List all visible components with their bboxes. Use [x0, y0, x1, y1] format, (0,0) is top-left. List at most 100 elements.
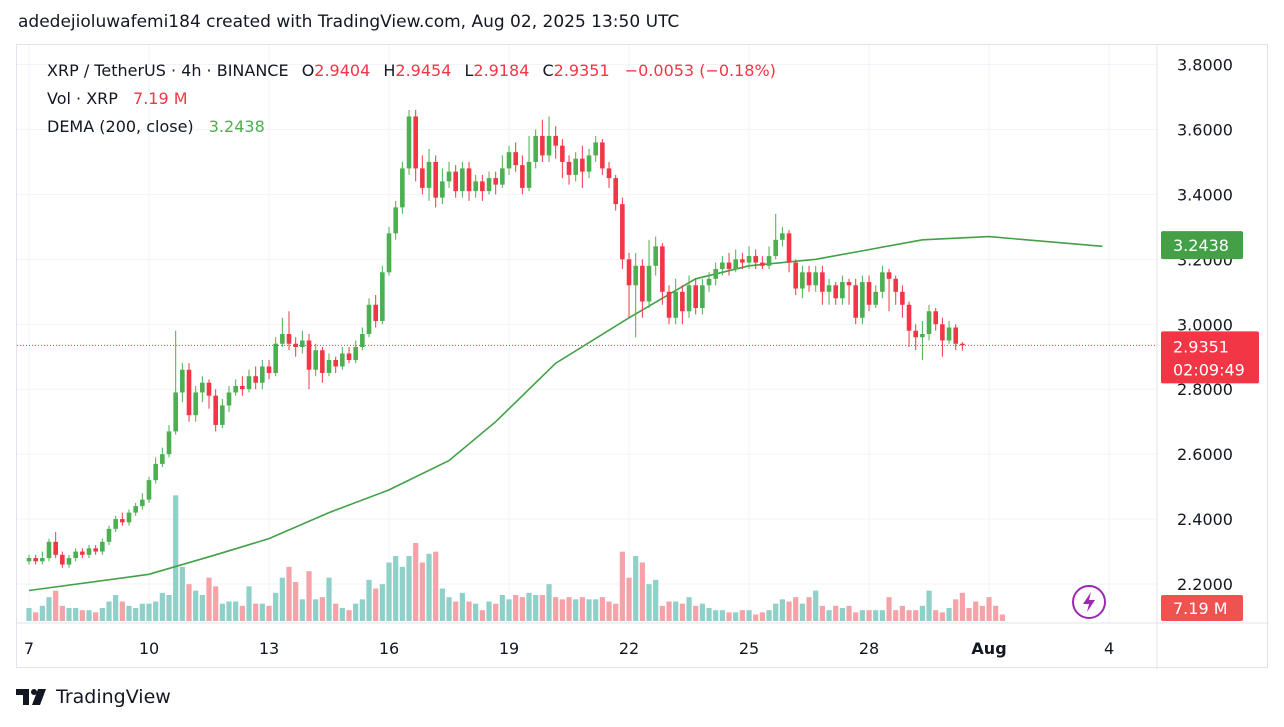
volume-bar — [393, 556, 399, 621]
legend-dema-label: DEMA (200, close) — [47, 117, 194, 136]
legend-dema-value: 3.2438 — [208, 117, 265, 136]
candle-body — [953, 327, 959, 344]
volume-bar — [353, 603, 359, 621]
candle-body — [540, 135, 545, 156]
volume-bar — [306, 571, 312, 621]
candle-body — [513, 152, 518, 166]
volume-bar — [853, 612, 859, 621]
candle-body — [473, 181, 478, 192]
volume-bar — [693, 605, 699, 621]
volume-bar — [773, 603, 779, 621]
price-chart[interactable]: 3.80003.60003.40003.20003.00002.80002.60… — [17, 45, 1269, 669]
legend-open: 2.9404 — [314, 61, 371, 80]
candle-body — [120, 519, 125, 523]
candle-body — [806, 272, 812, 286]
legend-ohlc-row: XRP / TetherUS · 4h · BINANCE O2.9404 H2… — [47, 61, 778, 80]
candle-body — [73, 551, 78, 559]
volume-bar — [879, 610, 885, 621]
candle-body — [840, 282, 845, 299]
volume-bar — [539, 595, 545, 621]
candle-body — [113, 519, 118, 529]
volume-bar — [186, 584, 192, 621]
volume-bar — [453, 601, 459, 621]
volume-bar — [119, 601, 125, 621]
volume-bar — [839, 608, 845, 621]
dema-series-line — [28, 235, 1103, 592]
candle-body — [86, 548, 92, 555]
volume-bar — [293, 582, 299, 621]
footer-brand[interactable]: TradingView — [16, 686, 171, 708]
volume-bar — [273, 592, 279, 621]
lightning-bolt-icon[interactable] — [1072, 585, 1106, 619]
legend-symbol[interactable]: XRP / TetherUS · 4h · BINANCE — [47, 61, 289, 80]
volume-bar — [233, 601, 239, 621]
candle-body — [620, 204, 625, 260]
candle-body — [326, 359, 332, 373]
legend-high-label: H — [383, 61, 396, 80]
candle-body — [886, 272, 892, 279]
volume-bar — [946, 608, 952, 621]
legend-volume-row[interactable]: Vol · XRP 7.19 M — [47, 89, 190, 108]
volume-bar — [573, 599, 579, 621]
candle-body — [780, 233, 785, 240]
volume-bar — [339, 608, 345, 621]
candle-body — [500, 168, 505, 185]
candle-body — [386, 233, 392, 273]
volume-bar — [459, 592, 465, 621]
volume-bar — [193, 590, 199, 621]
volume-bar — [386, 562, 392, 621]
candle-body — [46, 541, 52, 559]
chart-frame[interactable]: 3.8000 3.6000 3.4000 3.2000 3.0000 2.8000 2.60… — [16, 44, 1269, 669]
volume-bar — [319, 597, 325, 621]
volume-bar — [519, 597, 525, 621]
candle-body — [266, 366, 272, 373]
volume-bar — [346, 610, 352, 621]
candle-body — [773, 239, 779, 257]
candle-body — [213, 395, 218, 425]
time-tick-label: 13 — [259, 639, 279, 658]
volume-bar — [739, 610, 745, 621]
volume-bar — [239, 605, 245, 621]
volume-bar — [179, 566, 185, 621]
volume-bar — [173, 495, 179, 621]
candle-body — [40, 558, 45, 562]
volume-bar — [706, 608, 712, 621]
candle-body — [33, 558, 38, 562]
price-axis: 3.80003.60003.40003.20003.00002.80002.60… — [1177, 55, 1233, 594]
candle-body — [360, 334, 365, 347]
volume-bar — [746, 610, 752, 621]
legend-dema-row[interactable]: DEMA (200, close) 3.2438 — [47, 117, 267, 136]
volume-bar — [726, 612, 732, 621]
candle-body — [533, 135, 538, 162]
candle-body — [186, 369, 192, 416]
volume-bar — [899, 605, 905, 621]
candle-body — [220, 405, 225, 425]
candle-body — [466, 168, 472, 192]
volume-bar — [506, 599, 512, 621]
candle-body — [373, 304, 378, 322]
candle-body — [166, 431, 172, 455]
volume-bar — [299, 599, 305, 621]
dema-badge-bg — [1161, 231, 1243, 260]
volume-bar — [619, 551, 625, 621]
volume-bar — [133, 608, 139, 621]
candle-body — [133, 506, 138, 513]
candle-body — [200, 382, 205, 393]
volume-bar — [33, 612, 39, 621]
legend-high: 2.9454 — [395, 61, 452, 80]
candle-body — [926, 311, 932, 334]
volume-bar — [366, 579, 372, 621]
volume-bar — [986, 597, 992, 621]
candle-body — [100, 541, 105, 552]
candle-body — [520, 165, 525, 188]
candle-body — [573, 158, 578, 175]
volume-bar — [906, 610, 912, 621]
volume-bar — [659, 605, 665, 621]
candle-body — [613, 178, 618, 205]
volume-bar — [106, 601, 112, 621]
volume-badge-bg — [1161, 595, 1243, 621]
candle-body — [746, 256, 752, 263]
candle-body — [800, 272, 805, 289]
candle-body — [580, 158, 585, 172]
candle-body — [546, 135, 552, 156]
